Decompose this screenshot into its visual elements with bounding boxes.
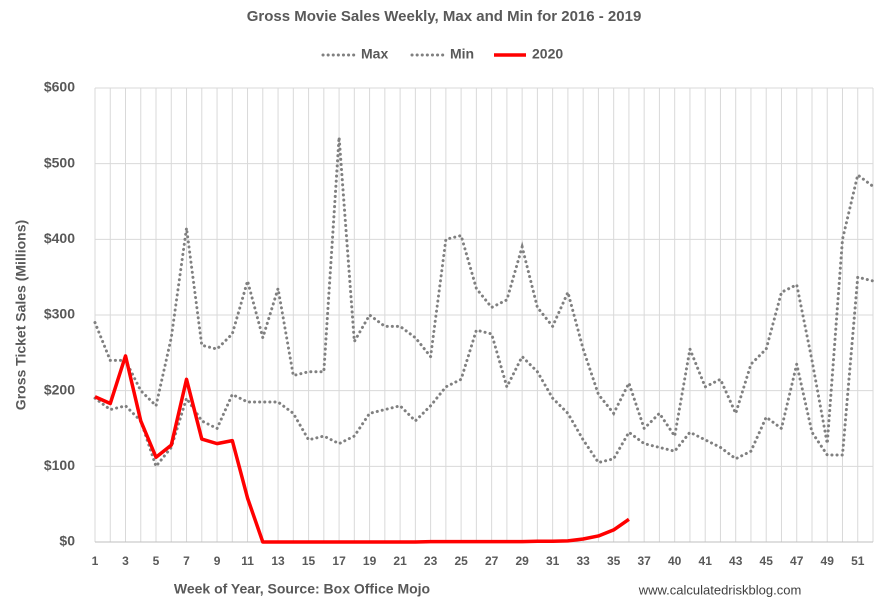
y-tick-label: $200: [44, 381, 75, 397]
x-tick-label: 41: [699, 554, 713, 568]
x-tick-label: 11: [241, 554, 254, 568]
x-tick-label: 31: [546, 554, 560, 568]
x-tick-label: 21: [393, 554, 407, 568]
y-axis-label: Gross Ticket Sales (Millions): [13, 220, 29, 410]
y-tick-label: $0: [59, 533, 75, 549]
y-tick-label: $500: [44, 154, 75, 170]
chart-title: Gross Movie Sales Weekly, Max and Min fo…: [247, 8, 642, 25]
series-line: [93, 137, 875, 444]
x-tick-label: 35: [607, 554, 621, 568]
x-tick-label: 27: [485, 554, 499, 568]
y-tick-label: $300: [44, 306, 75, 322]
y-tick-label: $100: [44, 457, 75, 473]
x-tick-label: 29: [515, 554, 529, 568]
x-tick-label: 47: [790, 554, 804, 568]
x-axis-label: Week of Year, Source: Box Office Mojo: [174, 581, 430, 597]
x-tick-label: 23: [424, 554, 438, 568]
x-tick-label: 33: [576, 554, 590, 568]
legend-label: Min: [450, 46, 474, 62]
x-tick-label: 7: [183, 554, 190, 568]
x-tick-label: 25: [454, 554, 468, 568]
x-tick-label: 19: [363, 554, 377, 568]
x-tick-label: 40: [668, 554, 682, 568]
x-tick-label: 3: [122, 554, 129, 568]
legend-label: 2020: [532, 46, 563, 62]
x-tick-label: 49: [821, 554, 835, 568]
x-tick-label: 17: [332, 554, 346, 568]
source: www.calculatedriskblog.com: [638, 582, 802, 597]
x-tick-label: 45: [760, 554, 774, 568]
series-line: [93, 275, 875, 470]
x-tick-label: 5: [153, 554, 160, 568]
legend-label: Max: [361, 46, 388, 62]
y-tick-label: $600: [44, 79, 75, 95]
series-line: [94, 354, 630, 544]
x-tick-label: 37: [637, 554, 651, 568]
x-tick-label: 9: [214, 554, 221, 568]
x-tick-label: 13: [271, 554, 285, 568]
x-tick-label: 51: [851, 554, 865, 568]
x-tick-label: 15: [302, 554, 316, 568]
x-tick-label: 1: [92, 554, 99, 568]
x-tick-label: 43: [729, 554, 743, 568]
y-tick-label: $400: [44, 230, 75, 246]
